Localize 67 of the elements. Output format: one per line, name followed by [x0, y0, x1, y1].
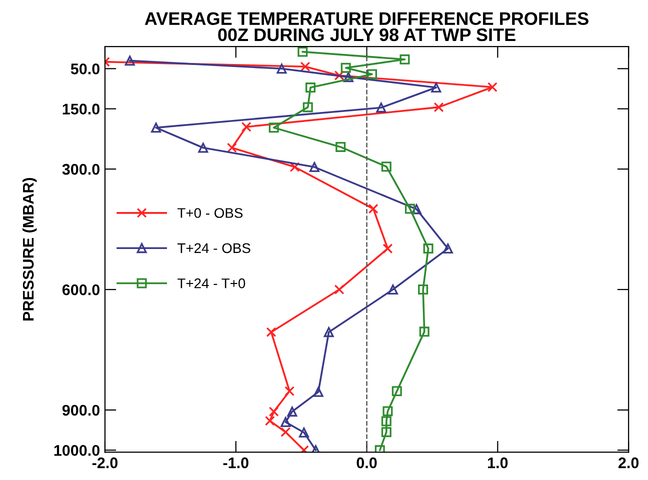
point — [284, 386, 295, 396]
x-tick-label: 0.0 — [356, 457, 377, 468]
point — [324, 327, 334, 338]
point — [268, 406, 279, 417]
point — [198, 142, 208, 153]
point — [442, 244, 453, 254]
point — [151, 122, 162, 133]
y-tick-label: 600.0 — [62, 284, 100, 296]
point — [310, 445, 321, 452]
point — [343, 72, 354, 82]
point — [268, 122, 279, 133]
point — [381, 416, 392, 426]
legend-label: T+24 - OBS — [178, 243, 250, 254]
point — [290, 162, 300, 172]
point — [336, 142, 346, 152]
point — [287, 406, 298, 417]
chart-title: AVERAGE TEMPERATURE DIFFERENCE PROFILES 00Z DURING JULY 98 AT TWP SITE — [144, 12, 588, 42]
point — [382, 406, 393, 416]
point — [298, 445, 309, 452]
point — [423, 244, 434, 254]
point — [392, 386, 402, 396]
point — [298, 46, 308, 57]
y-axis-title: PRESSURE (MBAR) — [22, 178, 37, 320]
point — [300, 62, 310, 72]
point — [241, 122, 252, 132]
point — [264, 416, 275, 426]
y-tick-label: 150.0 — [62, 104, 100, 114]
point — [280, 427, 291, 438]
point — [400, 54, 410, 64]
point — [276, 64, 287, 74]
point — [340, 62, 351, 73]
point — [368, 204, 378, 214]
point — [302, 102, 313, 112]
point — [367, 69, 378, 80]
legend-label: T+24 - T+0 — [178, 278, 246, 288]
y-tick-label: 900.0 — [62, 404, 100, 416]
point — [382, 244, 393, 254]
x-tick-label: -2.0 — [92, 457, 118, 468]
point — [305, 82, 316, 93]
point — [298, 427, 309, 438]
point — [431, 82, 442, 93]
point — [404, 204, 415, 214]
y-tick-label: 300.0 — [62, 164, 100, 175]
point — [309, 162, 320, 172]
point — [388, 284, 398, 295]
point — [412, 204, 422, 214]
point — [418, 284, 428, 295]
point — [334, 284, 344, 295]
point — [313, 386, 324, 397]
point — [334, 70, 344, 80]
point — [381, 427, 392, 438]
y-tick-label: 50.0 — [70, 64, 100, 74]
x-tick-label: 1.0 — [488, 457, 508, 468]
point — [376, 102, 386, 113]
point — [434, 102, 444, 112]
x-tick-label: 2.0 — [618, 457, 639, 468]
point — [124, 56, 135, 66]
point — [266, 327, 276, 338]
x-tick-label: -1.0 — [223, 457, 248, 468]
y-tick-label: 1000.0 — [54, 445, 100, 456]
point — [381, 162, 392, 172]
point — [226, 142, 237, 153]
point — [419, 326, 430, 337]
point — [280, 417, 291, 428]
legend-label: T+0 - OBS — [178, 208, 243, 218]
point — [487, 82, 498, 92]
point — [374, 445, 385, 452]
